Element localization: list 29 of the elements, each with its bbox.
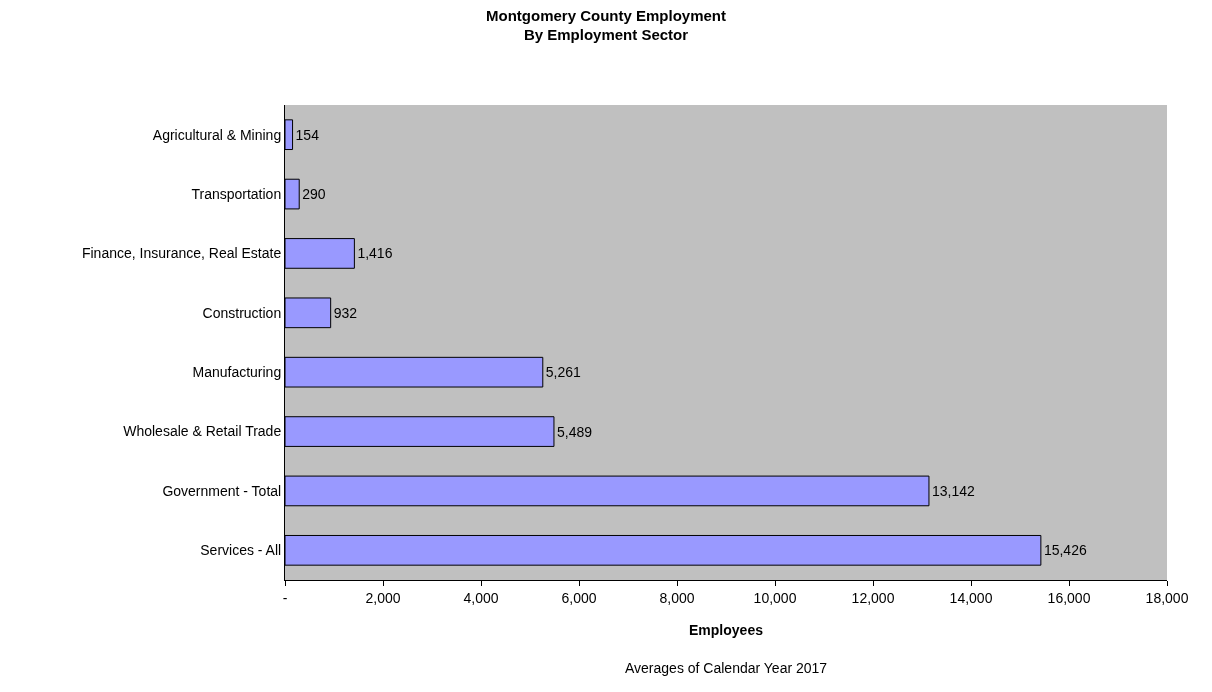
text: Averages of Calendar Year 2017 [625, 660, 828, 676]
y-tick-label: Transportation [191, 185, 282, 202]
x-tick-label: 10,000 [753, 589, 797, 606]
x-tick-label: - [282, 589, 288, 606]
x-tick-label: 4,000 [463, 589, 499, 606]
x-tick-label: 8,000 [659, 589, 695, 606]
data-label: 290 [302, 186, 326, 203]
data-label: 5,261 [545, 364, 582, 381]
data-label: 5,489 [556, 423, 593, 440]
data-label: 154 [295, 126, 320, 143]
x-tick-label: 14,000 [949, 589, 993, 606]
x-axis-title: Employees [689, 622, 764, 639]
y-tick-label: Finance, Insurance, Real Estate [81, 245, 282, 262]
y-tick-label: Agricultural & Mining [152, 126, 282, 143]
y-tick-label: Construction [202, 304, 282, 321]
data-label: 13,142 [931, 482, 975, 499]
chart-title: Montgomery County Employment By Employment Sector [485, 6, 727, 44]
data-label: 1,416 [357, 245, 393, 262]
x-tick-label: 2,000 [365, 589, 401, 606]
y-tick-label: Government - Total [162, 482, 282, 499]
y-tick-label: Wholesale & Retail Trade [123, 423, 282, 440]
x-tick-label: 12,000 [851, 589, 895, 606]
y-tick-label: Services - All [200, 542, 282, 559]
y-tick-label: Manufacturing [192, 364, 282, 381]
x-tick-label: 6,000 [561, 589, 597, 606]
x-tick-label: 18,000 [1145, 589, 1189, 606]
data-label: 15,426 [1043, 542, 1087, 559]
data-label: 932 [333, 304, 358, 321]
x-tick-label: 16,000 [1047, 589, 1091, 606]
